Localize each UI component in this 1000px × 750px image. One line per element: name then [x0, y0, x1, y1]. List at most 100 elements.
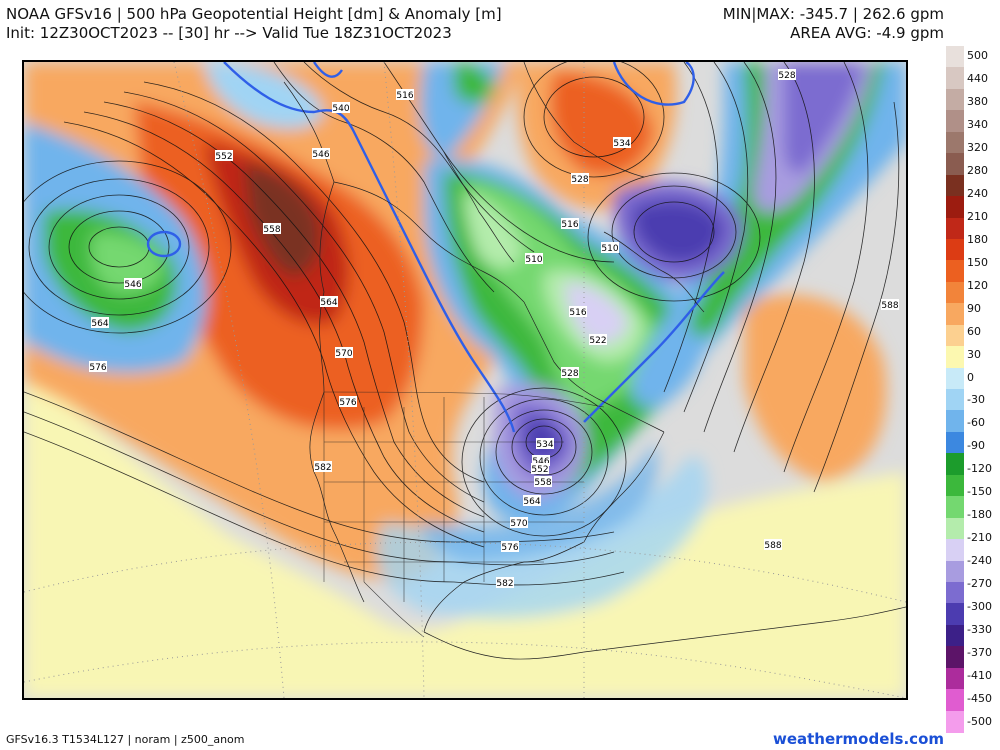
svg-text:516: 516 [561, 220, 578, 230]
contour-label-564-bc: 564 [320, 296, 338, 308]
colorbar-swatch [946, 174, 964, 197]
colorbar-tick-label: -330 [967, 623, 992, 637]
colorbar: 500 440 380 340 320 280 240 210 180 150 120 90 60 30 0… [946, 46, 996, 733]
svg-text:546: 546 [532, 457, 549, 467]
site-link[interactable]: weathermodels.com [772, 730, 944, 748]
svg-text:582: 582 [314, 463, 331, 473]
colorbar-swatch [946, 624, 964, 647]
colorbar-tick-label: -180 [967, 508, 992, 522]
contour-label-552-alaska: 552 [215, 150, 233, 162]
contour-label-582-ca: 582 [314, 461, 332, 473]
coastlines [283, 62, 906, 660]
colorbar-tick-label: -370 [967, 646, 992, 660]
colorbar-tick-label: -270 [967, 577, 992, 591]
svg-text:510: 510 [601, 244, 618, 254]
svg-text:558: 558 [263, 225, 280, 235]
colorbar-tick-label: -300 [967, 600, 992, 614]
svg-text:522: 522 [589, 336, 606, 346]
colorbar-swatch [946, 217, 964, 240]
colorbar-tick-label: -240 [967, 554, 992, 568]
colorbar-tick-label: 340 [967, 117, 988, 131]
colorbar-tick-label: -150 [967, 485, 992, 499]
title-line-2: Init: 12Z30OCT2023 -- [30] hr --> Valid … [6, 24, 452, 42]
colorbar-swatch [946, 46, 964, 68]
svg-text:534: 534 [536, 440, 553, 450]
contour-label-528-ontario: 528 [561, 367, 579, 379]
graticule [24, 62, 906, 698]
colorbar-swatch [946, 281, 964, 304]
contour-label-540-alaska: 540 [332, 102, 350, 114]
svg-text:588: 588 [764, 541, 781, 551]
contour-label-564-ms: 564 [523, 495, 541, 507]
height-contours [24, 62, 900, 586]
colorbar-tick-label: 30 [967, 347, 981, 361]
colorbar-swatch [946, 238, 964, 261]
colorbar-tick-label: 500 [967, 49, 988, 62]
svg-text:540: 540 [332, 104, 349, 114]
colorbar-swatch [946, 689, 964, 712]
contour-label-534-low: 534 [536, 438, 554, 450]
contour-label-576-gulf: 576 [501, 541, 519, 553]
colorbar-swatch [946, 67, 964, 90]
svg-text:528: 528 [561, 369, 578, 379]
svg-text:576: 576 [339, 398, 356, 408]
colorbar-swatch [946, 667, 964, 690]
contour-label-588-caribbean: 588 [764, 539, 782, 551]
title-line-1: NOAA GFSv16 | 500 hPa Geopotential Heigh… [6, 5, 502, 23]
colorbar-swatch [946, 581, 964, 604]
colorbar-tick-label: 120 [967, 278, 988, 292]
colorbar-swatch [946, 646, 964, 669]
colorbar-swatch [946, 303, 964, 326]
svg-text:528: 528 [778, 71, 795, 81]
svg-text:534: 534 [613, 139, 630, 149]
contour-label-510-quebec: 510 [601, 242, 619, 254]
colorbar-tick-label: -120 [967, 462, 992, 476]
colorbar-tick-label: -210 [967, 531, 992, 545]
svg-text:546: 546 [124, 280, 141, 290]
contour-label-576-pacific: 576 [89, 361, 107, 373]
map-panel[interactable]: 516 528 528 534 540 546 546 552 558 564 564 570 576 5… [22, 60, 908, 700]
colorbar-swatch [946, 496, 964, 519]
svg-text:546: 546 [312, 150, 329, 160]
colorbar-tick-label: 280 [967, 163, 988, 177]
contour-label-534-greenland: 534 [613, 137, 631, 149]
colorbar-swatch [946, 560, 964, 583]
contour-label-576-or: 576 [339, 396, 357, 408]
colorbar-tick-label: 60 [967, 324, 981, 338]
contour-label-558-low: 558 [534, 476, 552, 488]
colorbar-tick-label: 440 [967, 71, 988, 85]
colorbar-swatch [946, 110, 964, 133]
svg-text:510: 510 [525, 255, 542, 265]
colorbar-swatch [946, 153, 964, 176]
540-dm-line [146, 62, 725, 433]
contour-label-516-hudson: 516 [396, 89, 414, 101]
colorbar-swatch [946, 710, 964, 733]
colorbar-swatch [946, 453, 964, 476]
colorbar-tick-label: -60 [967, 416, 985, 430]
colorbar-swatch [946, 474, 964, 497]
contour-label-516-ontario: 516 [569, 306, 587, 318]
colorbar-tick-label: 90 [967, 301, 981, 315]
colorbar-swatch [946, 431, 964, 454]
colorbar-swatch [946, 410, 964, 433]
borders [323, 391, 605, 638]
stats-min-max: MIN|MAX: -345.7 | 262.6 gpm [722, 5, 944, 23]
svg-text:552: 552 [531, 465, 548, 475]
svg-text:564: 564 [91, 319, 108, 329]
svg-text:570: 570 [510, 519, 527, 529]
colorbar-swatch [946, 346, 964, 369]
svg-text:564: 564 [320, 298, 337, 308]
svg-text:528: 528 [571, 175, 588, 185]
colorbar-swatch [946, 196, 964, 218]
svg-text:564: 564 [523, 497, 540, 507]
contour-label-546-pacific: 546 [124, 278, 142, 290]
map-stats: MIN|MAX: -345.7 | 262.6 gpm AREA AVG: -4… [723, 5, 944, 43]
colorbar-swatch [946, 324, 964, 347]
colorbar-tick-label: 320 [967, 140, 988, 154]
svg-text:576: 576 [501, 543, 518, 553]
contour-label-528-north: 528 [778, 69, 796, 81]
contour-label-522-ontario: 522 [589, 334, 607, 346]
colorbar-swatch [946, 603, 964, 626]
colorbar-swatch [946, 131, 964, 154]
anomaly-map: 5165285285345405465465525585645645705765… [24, 62, 906, 698]
